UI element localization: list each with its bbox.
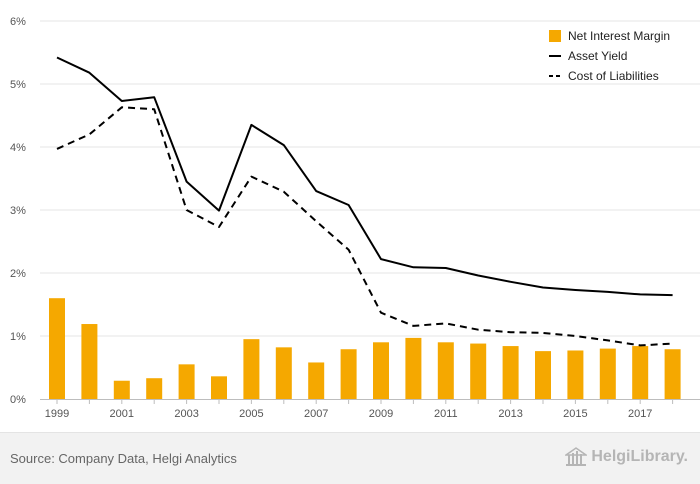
legend-label: Asset Yield: [568, 49, 627, 63]
y-tick-label: 0%: [10, 394, 26, 406]
chart: 0% 1% 2% 3% 4% 5% 6% 1999 2001 2003 2005 2007 2009 2…: [10, 16, 700, 420]
bar: [340, 349, 357, 399]
x-tick-label: 2003: [174, 408, 198, 420]
library-building-icon: [565, 447, 588, 466]
bar-series: [49, 298, 681, 399]
bar: [599, 348, 616, 399]
grid-lines: [40, 20, 700, 337]
legend-swatch: [549, 30, 561, 42]
x-tick-label: 2001: [110, 408, 134, 420]
cost-of-liabilities-line: [56, 106, 673, 347]
brand-logo[interactable]: HelgiLibrary.: [565, 447, 688, 467]
y-tick-label: 6%: [10, 16, 26, 28]
x-tick-label: 2013: [498, 408, 522, 420]
bar: [49, 298, 65, 399]
bar: [567, 350, 584, 399]
bar: [243, 339, 260, 399]
x-tick-label: 2009: [369, 408, 393, 420]
x-tick-label: 2015: [563, 408, 587, 420]
x-tick-label: 2017: [628, 408, 652, 420]
bar: [178, 364, 195, 399]
asset-yield-line: [56, 56, 673, 297]
bar: [535, 351, 551, 399]
brand-name: HelgiLibrary.: [591, 448, 688, 465]
x-tick-label: 1999: [45, 408, 69, 420]
bar: [146, 378, 163, 399]
legend: Net Interest Margin Asset Yield Cost of Li…: [549, 29, 670, 83]
footer: Source: Company Data, Helgi Analytics He…: [0, 432, 700, 484]
x-tick-label: 2011: [434, 408, 458, 420]
bar: [632, 346, 649, 399]
bar: [470, 343, 487, 399]
y-tick-label: 3%: [10, 205, 26, 217]
source-note: Source: Company Data, Helgi Analytics: [10, 451, 237, 466]
bar: [405, 337, 422, 399]
x-tick-label: 2005: [239, 408, 263, 420]
y-tick-label: 2%: [10, 268, 26, 280]
bar: [275, 347, 292, 399]
x-axis: 1999 2001 2003 2005 2007 2009 2011 2013 2015 2017: [40, 399, 700, 420]
bar: [664, 349, 681, 399]
bar: [113, 380, 130, 399]
y-tick-label: 5%: [10, 79, 26, 91]
bar: [437, 342, 454, 399]
y-axis-ticks: 0% 1% 2% 3% 4% 5% 6%: [10, 16, 26, 406]
bar: [502, 346, 519, 399]
line-series: [56, 56, 673, 347]
y-tick-label: 1%: [10, 331, 26, 343]
x-tick-label: 2007: [304, 408, 328, 420]
y-tick-label: 4%: [10, 142, 26, 154]
bar: [373, 342, 389, 399]
bar: [211, 376, 227, 399]
legend-label: Cost of Liabilities: [568, 69, 659, 83]
legend-label: Net Interest Margin: [568, 29, 670, 43]
bar: [81, 324, 98, 399]
bar: [308, 362, 325, 399]
